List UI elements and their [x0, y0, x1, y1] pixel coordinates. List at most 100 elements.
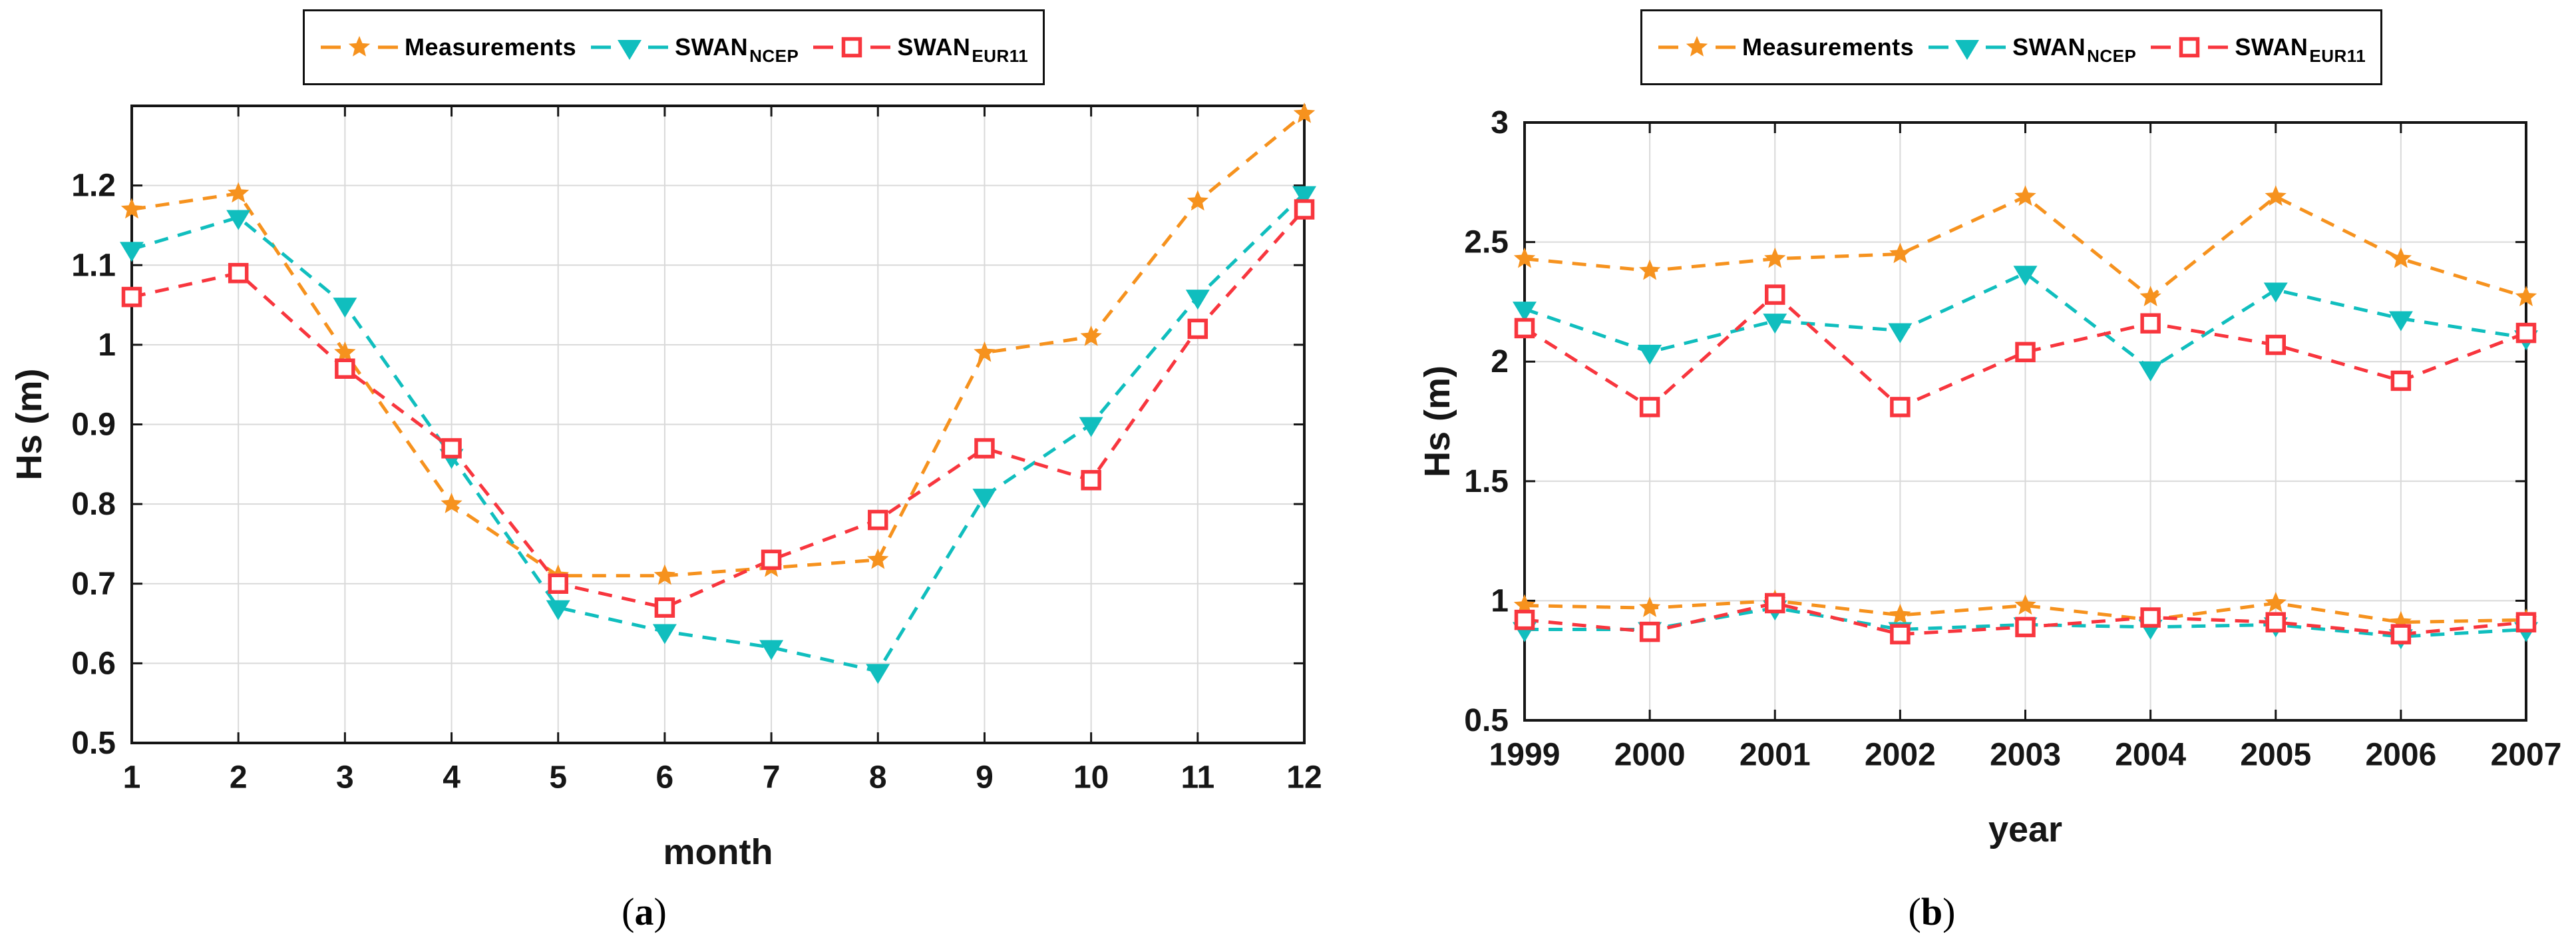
marker-star	[2390, 247, 2412, 268]
x-tick-label: 8	[869, 760, 887, 796]
marker-star	[1293, 103, 1316, 123]
y-axis-label: Hs (m)	[9, 368, 49, 480]
legend-label-subscript: EUR11	[2309, 46, 2366, 66]
marker-star	[228, 182, 250, 203]
series-line-SWAN_NCEP (upper group)	[1524, 271, 2527, 371]
marker-square-open	[121, 286, 142, 308]
marker-triangle-down	[1763, 314, 1787, 334]
legend-marker-square-open-icon	[2179, 37, 2200, 58]
marker-star	[2139, 286, 2161, 306]
caption-a-close: )	[653, 890, 667, 933]
legend-item-swan-ncep: SWANNCEP	[590, 32, 799, 66]
marker-star	[2014, 185, 2036, 206]
legend-label: SWANEUR11	[897, 33, 1029, 66]
chart: 1999 2000 2001 2002 2003 2004 2005 2006 20070.51…	[1417, 105, 2561, 849]
marker-square-open	[2265, 334, 2286, 356]
marker-star	[2265, 185, 2287, 206]
series-markers-SWAN_NCEP (upper group)	[1513, 266, 2538, 381]
marker-star	[2265, 592, 2287, 612]
marker-square-open	[2015, 616, 2036, 638]
x-tick-label: 2002	[1865, 738, 1936, 773]
marker-square-open	[1187, 318, 1208, 340]
y-tick-label: 0.6	[71, 646, 116, 681]
legend-label-subscript: NCEP	[749, 46, 799, 66]
marker-star	[653, 564, 676, 585]
marker-triangle-down	[1888, 323, 1913, 344]
grid-lines	[132, 106, 1304, 743]
legend-item-measurements: Measurements	[1657, 32, 1914, 63]
marker-square-open	[1294, 199, 1315, 220]
legend-chart-a: Measurements SWANNCEP SWANEUR11	[303, 9, 1045, 85]
x-tick-label: 5	[549, 760, 567, 796]
marker-star	[1080, 325, 1102, 346]
marker-square-open	[2390, 370, 2412, 391]
marker-triangle-down	[1638, 344, 1662, 365]
marker-star	[334, 341, 356, 362]
marker-triangle-down	[1185, 290, 1210, 310]
marker-triangle-down	[1079, 417, 1103, 437]
marker-square-open	[1765, 593, 1785, 614]
legend-marker-square-open-icon	[842, 37, 862, 58]
chart: 1 2 3 4 5 6 7 8 9 10 11 120.50.60.70.80.911.11.2mon…	[9, 103, 1322, 872]
marker-star	[1889, 242, 1911, 264]
series-markers-Measurements	[120, 103, 1316, 585]
x-tick-label: 2001	[1740, 738, 1811, 773]
caption-b-letter: b	[1921, 890, 1943, 933]
x-tick-label: 11	[1181, 760, 1214, 796]
x-tick-label: 1999	[1489, 738, 1561, 773]
series-markers-SWAN_NCEP	[120, 186, 1316, 684]
x-tick-label: 2004	[2115, 738, 2186, 773]
legend-chart-b: Measurements SWANNCEP SWANEUR11	[1640, 9, 2383, 85]
legend-item-swan-eur11: SWANEUR11	[812, 32, 1029, 66]
marker-square-open	[2140, 607, 2161, 628]
series-markers-SWAN_EUR11	[121, 199, 1315, 618]
marker-star	[1513, 594, 1536, 615]
y-tick-label: 0.9	[71, 407, 116, 443]
marker-star	[974, 341, 996, 362]
marker-star	[1764, 247, 1786, 268]
y-tick-label: 1	[98, 328, 116, 363]
series-line-SWAN_EUR11 (upper group)	[1523, 292, 2527, 409]
legend-sample-square-open-icon	[813, 37, 891, 58]
marker-star	[2515, 286, 2537, 306]
marker-square-open	[441, 438, 462, 459]
x-tick-label: 2	[230, 760, 248, 796]
x-tick-label: 9	[976, 760, 994, 796]
marker-triangle-down	[652, 624, 677, 644]
legend-label: Measurements	[1742, 33, 1915, 61]
caption-a: (a)	[345, 889, 944, 934]
legend-marker-triangle-down-icon	[618, 40, 642, 60]
marker-triangle-down	[972, 489, 997, 509]
marker-star	[2014, 594, 2036, 615]
legend-label-subscript: NCEP	[2087, 46, 2137, 66]
legend-sample-star-icon	[321, 36, 398, 57]
legend-sample-star-icon	[1658, 36, 1736, 57]
marker-star	[441, 493, 462, 513]
legend-label: SWANNCEP	[2012, 33, 2137, 66]
legend-label: Measurements	[405, 33, 577, 61]
y-tick-label: 3	[1491, 105, 1509, 140]
series-line-Measurements (lower group)	[1524, 598, 2527, 624]
marker-square-open	[1081, 469, 1101, 491]
x-axis-label: month	[663, 832, 773, 872]
legend-label: SWANNCEP	[675, 33, 799, 66]
y-tick-label: 0.5	[1464, 703, 1509, 738]
y-tick-label: 1	[1491, 583, 1509, 618]
marker-square-open	[868, 509, 888, 531]
marker-star	[1639, 596, 1661, 617]
x-tick-label: 1	[123, 760, 141, 796]
y-tick-label: 0.8	[71, 487, 116, 522]
marker-star	[120, 198, 143, 219]
x-tick-label: 2007	[2491, 738, 2562, 773]
x-tick-label: 7	[763, 760, 781, 796]
tick-marks	[130, 106, 1306, 744]
x-tick-label: 10	[1073, 760, 1109, 796]
series-markers-SWAN_EUR11 (lower group)	[1514, 593, 2537, 644]
y-tick-label: 1.2	[71, 168, 116, 204]
series-markers-Measurements (upper group)	[1513, 185, 2537, 306]
legend-marker-star-icon	[1686, 36, 1708, 57]
marker-square-open	[1890, 397, 1911, 417]
marker-square-open	[1514, 609, 1535, 630]
x-tick-label: 12	[1286, 760, 1322, 796]
marker-square-open	[1890, 624, 1911, 644]
